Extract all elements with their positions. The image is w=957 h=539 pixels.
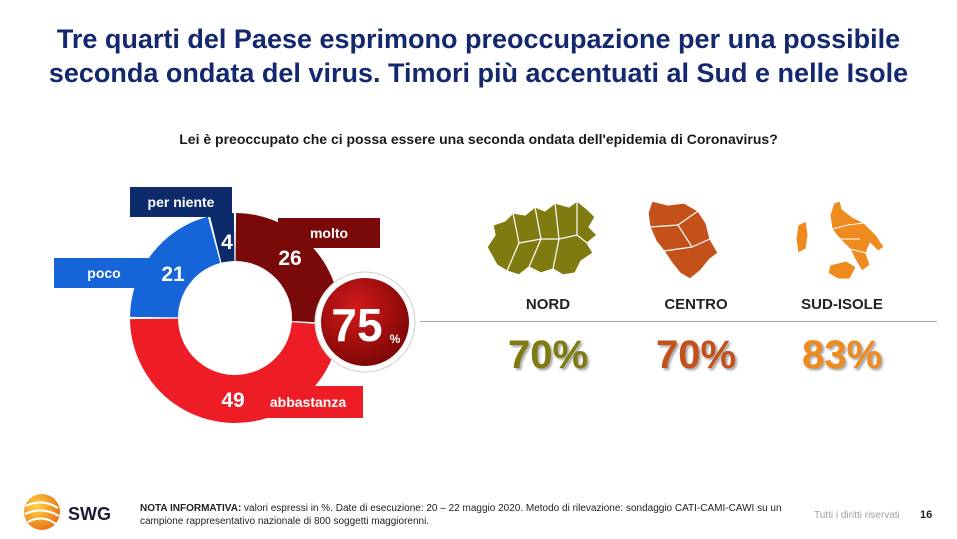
slice-value-molto: 26	[278, 247, 301, 270]
methodology-note: NOTA INFORMATIVA: valori espressi in %. …	[140, 502, 800, 528]
legend-label-per-niente: per niente	[148, 194, 215, 210]
legend-label-molto: molto	[310, 225, 348, 241]
donut-chart: molto 26 abbastanza 49 poco 21 per niente 4 75%	[54, 187, 416, 423]
brand-name: SWG	[68, 504, 111, 524]
legend-box-poco	[54, 258, 154, 288]
legend-label-poco: poco	[87, 265, 120, 281]
separator-line	[420, 321, 937, 322]
note-label: NOTA INFORMATIVA:	[140, 503, 242, 514]
swg-logo-icon	[24, 494, 60, 530]
donut-slice-molto	[235, 213, 340, 324]
region-label-nord: NORD	[525, 296, 571, 313]
slice-value-poco: 21	[161, 263, 185, 286]
donut-slice-per-niente	[209, 213, 235, 263]
total-unit: %	[390, 332, 401, 346]
nord-map-icon	[486, 200, 598, 276]
survey-question: Lei è preoccupato che ci possa essere un…	[179, 131, 778, 147]
donut-slice-poco	[130, 216, 221, 318]
legend-box-abbastanza	[253, 386, 363, 418]
slice-value-per-niente: 4	[221, 231, 233, 254]
title-line-2: seconda ondata del virus. Timori più acc…	[48, 58, 909, 88]
total-value: 75	[331, 299, 382, 351]
title-line-1: Tre quarti del Paese esprimono preoccupa…	[56, 24, 901, 54]
total-bubble	[321, 278, 409, 366]
region-value-nord: 70%	[507, 333, 589, 377]
region-value-sud-isole: 83%	[801, 333, 883, 377]
legend-box-per-niente	[130, 187, 232, 217]
sud-isole-map-icon	[795, 200, 885, 280]
slice-value-abbastanza: 49	[221, 389, 244, 412]
region-label-centro: CENTRO	[664, 296, 728, 313]
legend-box-molto	[278, 218, 380, 248]
page-title: Tre quarti del Paese esprimono preoccupa…	[0, 22, 957, 90]
region-value-centro: 70%	[655, 333, 737, 377]
page-number: 16	[920, 509, 933, 521]
rights-text: Tutti i diritti riservati	[814, 510, 900, 521]
note-text: valori espressi in %. Date di esecuzione…	[140, 503, 782, 527]
legend-label-abbastanza: abbastanza	[270, 394, 346, 410]
centro-map-icon	[647, 200, 719, 280]
region-label-sud-isole: SUD-ISOLE	[801, 296, 883, 313]
